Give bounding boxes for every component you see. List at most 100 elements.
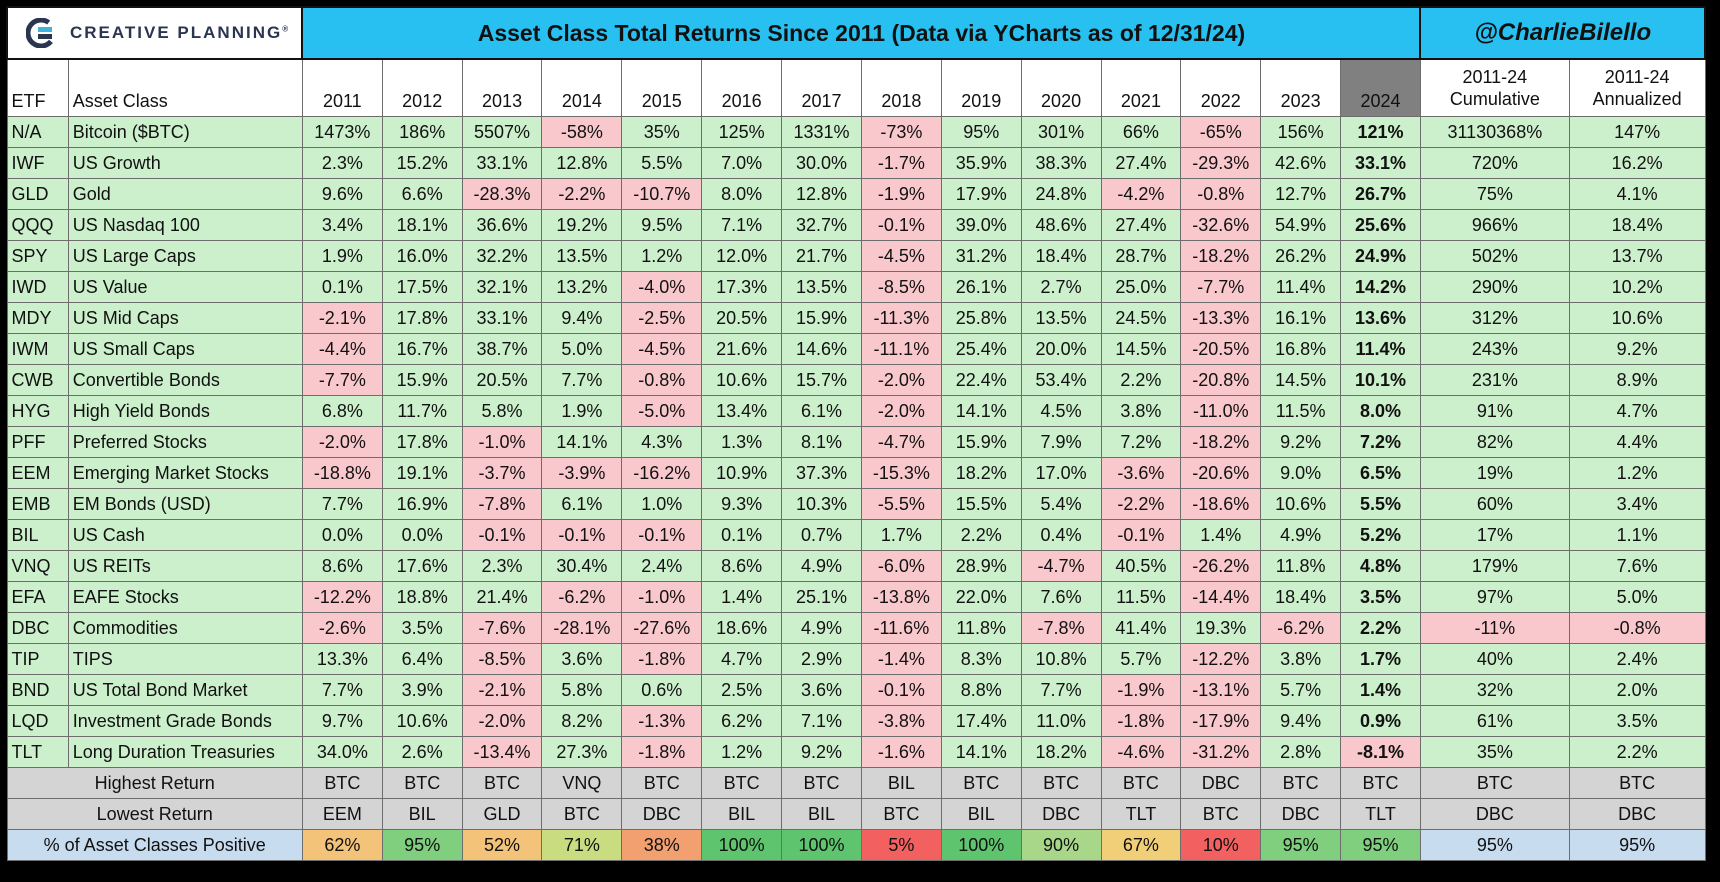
cumulative-return-cell: 19% bbox=[1419, 457, 1570, 489]
return-cell-2024: 8.0% bbox=[1340, 395, 1421, 427]
highest-return-row-cell: BIL bbox=[860, 767, 942, 799]
return-cell-2012: 15.2% bbox=[381, 147, 463, 179]
cumulative-return-cell: 502% bbox=[1419, 240, 1570, 272]
highest-return-row-cell: BTC bbox=[301, 767, 383, 799]
annualized-return-cell: 1.1% bbox=[1568, 519, 1706, 551]
year-header-2019: 2019 bbox=[940, 58, 1022, 117]
return-cell-2012: 17.8% bbox=[381, 426, 463, 458]
etf-ticker: MDY bbox=[6, 302, 69, 334]
lowest-return-row-cell: BIL bbox=[940, 798, 1022, 830]
year-header-2012: 2012 bbox=[381, 58, 463, 117]
return-cell-2022: -12.2% bbox=[1180, 643, 1262, 675]
return-cell-2015: -16.2% bbox=[621, 457, 703, 489]
return-cell-2019: 17.4% bbox=[940, 705, 1022, 737]
author-handle: @CharlieBilello bbox=[1419, 6, 1706, 60]
year-header-2013: 2013 bbox=[461, 58, 543, 117]
return-cell-2015: -1.8% bbox=[621, 736, 703, 768]
return-cell-2012: 16.7% bbox=[381, 333, 463, 365]
lowest-return-row-cell: GLD bbox=[461, 798, 543, 830]
return-cell-2012: 2.6% bbox=[381, 736, 463, 768]
year-header-2016: 2016 bbox=[701, 58, 783, 117]
return-cell-2015: -0.1% bbox=[621, 519, 703, 551]
return-cell-2014: 27.3% bbox=[541, 736, 623, 768]
etf-ticker: LQD bbox=[6, 705, 69, 737]
return-cell-2018: -73% bbox=[860, 116, 942, 148]
highest-return-row-cell: BTC bbox=[621, 767, 703, 799]
cumulative-return-cell: 966% bbox=[1419, 209, 1570, 241]
pct-positive-cell: 62% bbox=[301, 829, 383, 861]
annualized-return-cell: 1.2% bbox=[1568, 457, 1706, 489]
return-cell-2013: 21.4% bbox=[461, 581, 543, 613]
return-cell-2023: 11.5% bbox=[1260, 395, 1342, 427]
return-cell-2022: -65% bbox=[1180, 116, 1262, 148]
year-header-2011: 2011 bbox=[301, 58, 383, 117]
etf-ticker: IWD bbox=[6, 271, 69, 303]
etf-ticker: QQQ bbox=[6, 209, 69, 241]
asset-class-name: TIPS bbox=[67, 643, 303, 675]
return-cell-2018: -1.4% bbox=[860, 643, 942, 675]
cumulative-return-cell: 75% bbox=[1419, 178, 1570, 210]
annualized-return-cell: 4.7% bbox=[1568, 395, 1706, 427]
return-cell-2017: 10.3% bbox=[781, 488, 862, 520]
return-cell-2011: 13.3% bbox=[301, 643, 383, 675]
highest-return-row-cell: BTC bbox=[1260, 767, 1342, 799]
return-cell-2015: -0.8% bbox=[621, 364, 703, 396]
return-cell-2021: 2.2% bbox=[1100, 364, 1182, 396]
return-cell-2017: 2.9% bbox=[781, 643, 862, 675]
asset-class-name: Bitcoin ($BTC) bbox=[67, 116, 303, 148]
return-cell-2021: 25.0% bbox=[1100, 271, 1182, 303]
pct-positive-cell: 95% bbox=[1419, 829, 1570, 861]
return-cell-2013: 32.2% bbox=[461, 240, 543, 272]
return-cell-2019: 22.0% bbox=[940, 581, 1022, 613]
logo-text: CREATIVE PLANNING® bbox=[70, 23, 291, 42]
table-row: TLT Long Duration Treasuries 34.0% 2.6% -13.… bbox=[6, 736, 1706, 768]
cumulative-return-cell: 82% bbox=[1419, 426, 1570, 458]
return-cell-2011: 3.4% bbox=[301, 209, 383, 241]
return-cell-2018: -5.5% bbox=[860, 488, 942, 520]
asset-class-name: Commodities bbox=[67, 612, 303, 644]
lowest-return-row-cell: DBC bbox=[1020, 798, 1102, 830]
return-cell-2017: 14.6% bbox=[781, 333, 862, 365]
etf-ticker: GLD bbox=[6, 178, 69, 210]
return-cell-2018: -0.1% bbox=[860, 209, 942, 241]
return-cell-2022: -29.3% bbox=[1180, 147, 1262, 179]
return-cell-2012: 3.5% bbox=[381, 612, 463, 644]
return-cell-2024: 11.4% bbox=[1340, 333, 1421, 365]
return-cell-2023: 10.6% bbox=[1260, 488, 1342, 520]
asset-class-name: High Yield Bonds bbox=[67, 395, 303, 427]
annualized-return-cell: 2.2% bbox=[1568, 736, 1706, 768]
return-cell-2018: -1.9% bbox=[860, 178, 942, 210]
etf-ticker: TLT bbox=[6, 736, 69, 768]
highest-return-row-cell: BTC bbox=[381, 767, 463, 799]
pct-positive-cell: 100% bbox=[701, 829, 783, 861]
return-cell-2018: -15.3% bbox=[860, 457, 942, 489]
return-cell-2016: 20.5% bbox=[701, 302, 783, 334]
return-cell-2023: 14.5% bbox=[1260, 364, 1342, 396]
asset-returns-table: CREATIVE PLANNING® Asset Class Total Ret… bbox=[5, 6, 1706, 861]
return-cell-2023: 54.9% bbox=[1260, 209, 1342, 241]
return-cell-2023: 11.8% bbox=[1260, 550, 1342, 582]
return-cell-2022: -32.6% bbox=[1180, 209, 1262, 241]
return-cell-2015: 4.3% bbox=[621, 426, 703, 458]
return-cell-2016: 18.6% bbox=[701, 612, 783, 644]
pct-positive-cell: 67% bbox=[1100, 829, 1182, 861]
pct-positive-cell: 100% bbox=[940, 829, 1022, 861]
table-row: GLD Gold 9.6% 6.6% -28.3% -2.2% -10.7% 8.0% 12.8… bbox=[6, 178, 1706, 210]
etf-ticker: BND bbox=[6, 674, 69, 706]
return-cell-2013: -28.3% bbox=[461, 178, 543, 210]
return-cell-2013: 36.6% bbox=[461, 209, 543, 241]
creative-planning-logo: CREATIVE PLANNING® bbox=[5, 6, 304, 60]
table-row: CWB Convertible Bonds -7.7% 15.9% 20.5% 7.7% -… bbox=[6, 364, 1706, 396]
annualized-return-cell: 8.9% bbox=[1568, 364, 1706, 396]
return-cell-2019: 8.8% bbox=[940, 674, 1022, 706]
return-cell-2023: 26.2% bbox=[1260, 240, 1342, 272]
return-cell-2012: 15.9% bbox=[381, 364, 463, 396]
annualized-return-cell: -0.8% bbox=[1568, 612, 1706, 644]
return-cell-2013: -3.7% bbox=[461, 457, 543, 489]
return-cell-2019: 2.2% bbox=[940, 519, 1022, 551]
table-row: EFA EAFE Stocks -12.2% 18.8% 21.4% -6.2% -1.0%… bbox=[6, 581, 1706, 613]
table-row: EMB EM Bonds (USD) 7.7% 16.9% -7.8% 6.1% 1.0% 9… bbox=[6, 488, 1706, 520]
asset-class-name: Gold bbox=[67, 178, 303, 210]
cumulative-return-cell: 290% bbox=[1419, 271, 1570, 303]
highest-return-row-cell: BTC bbox=[1419, 767, 1570, 799]
